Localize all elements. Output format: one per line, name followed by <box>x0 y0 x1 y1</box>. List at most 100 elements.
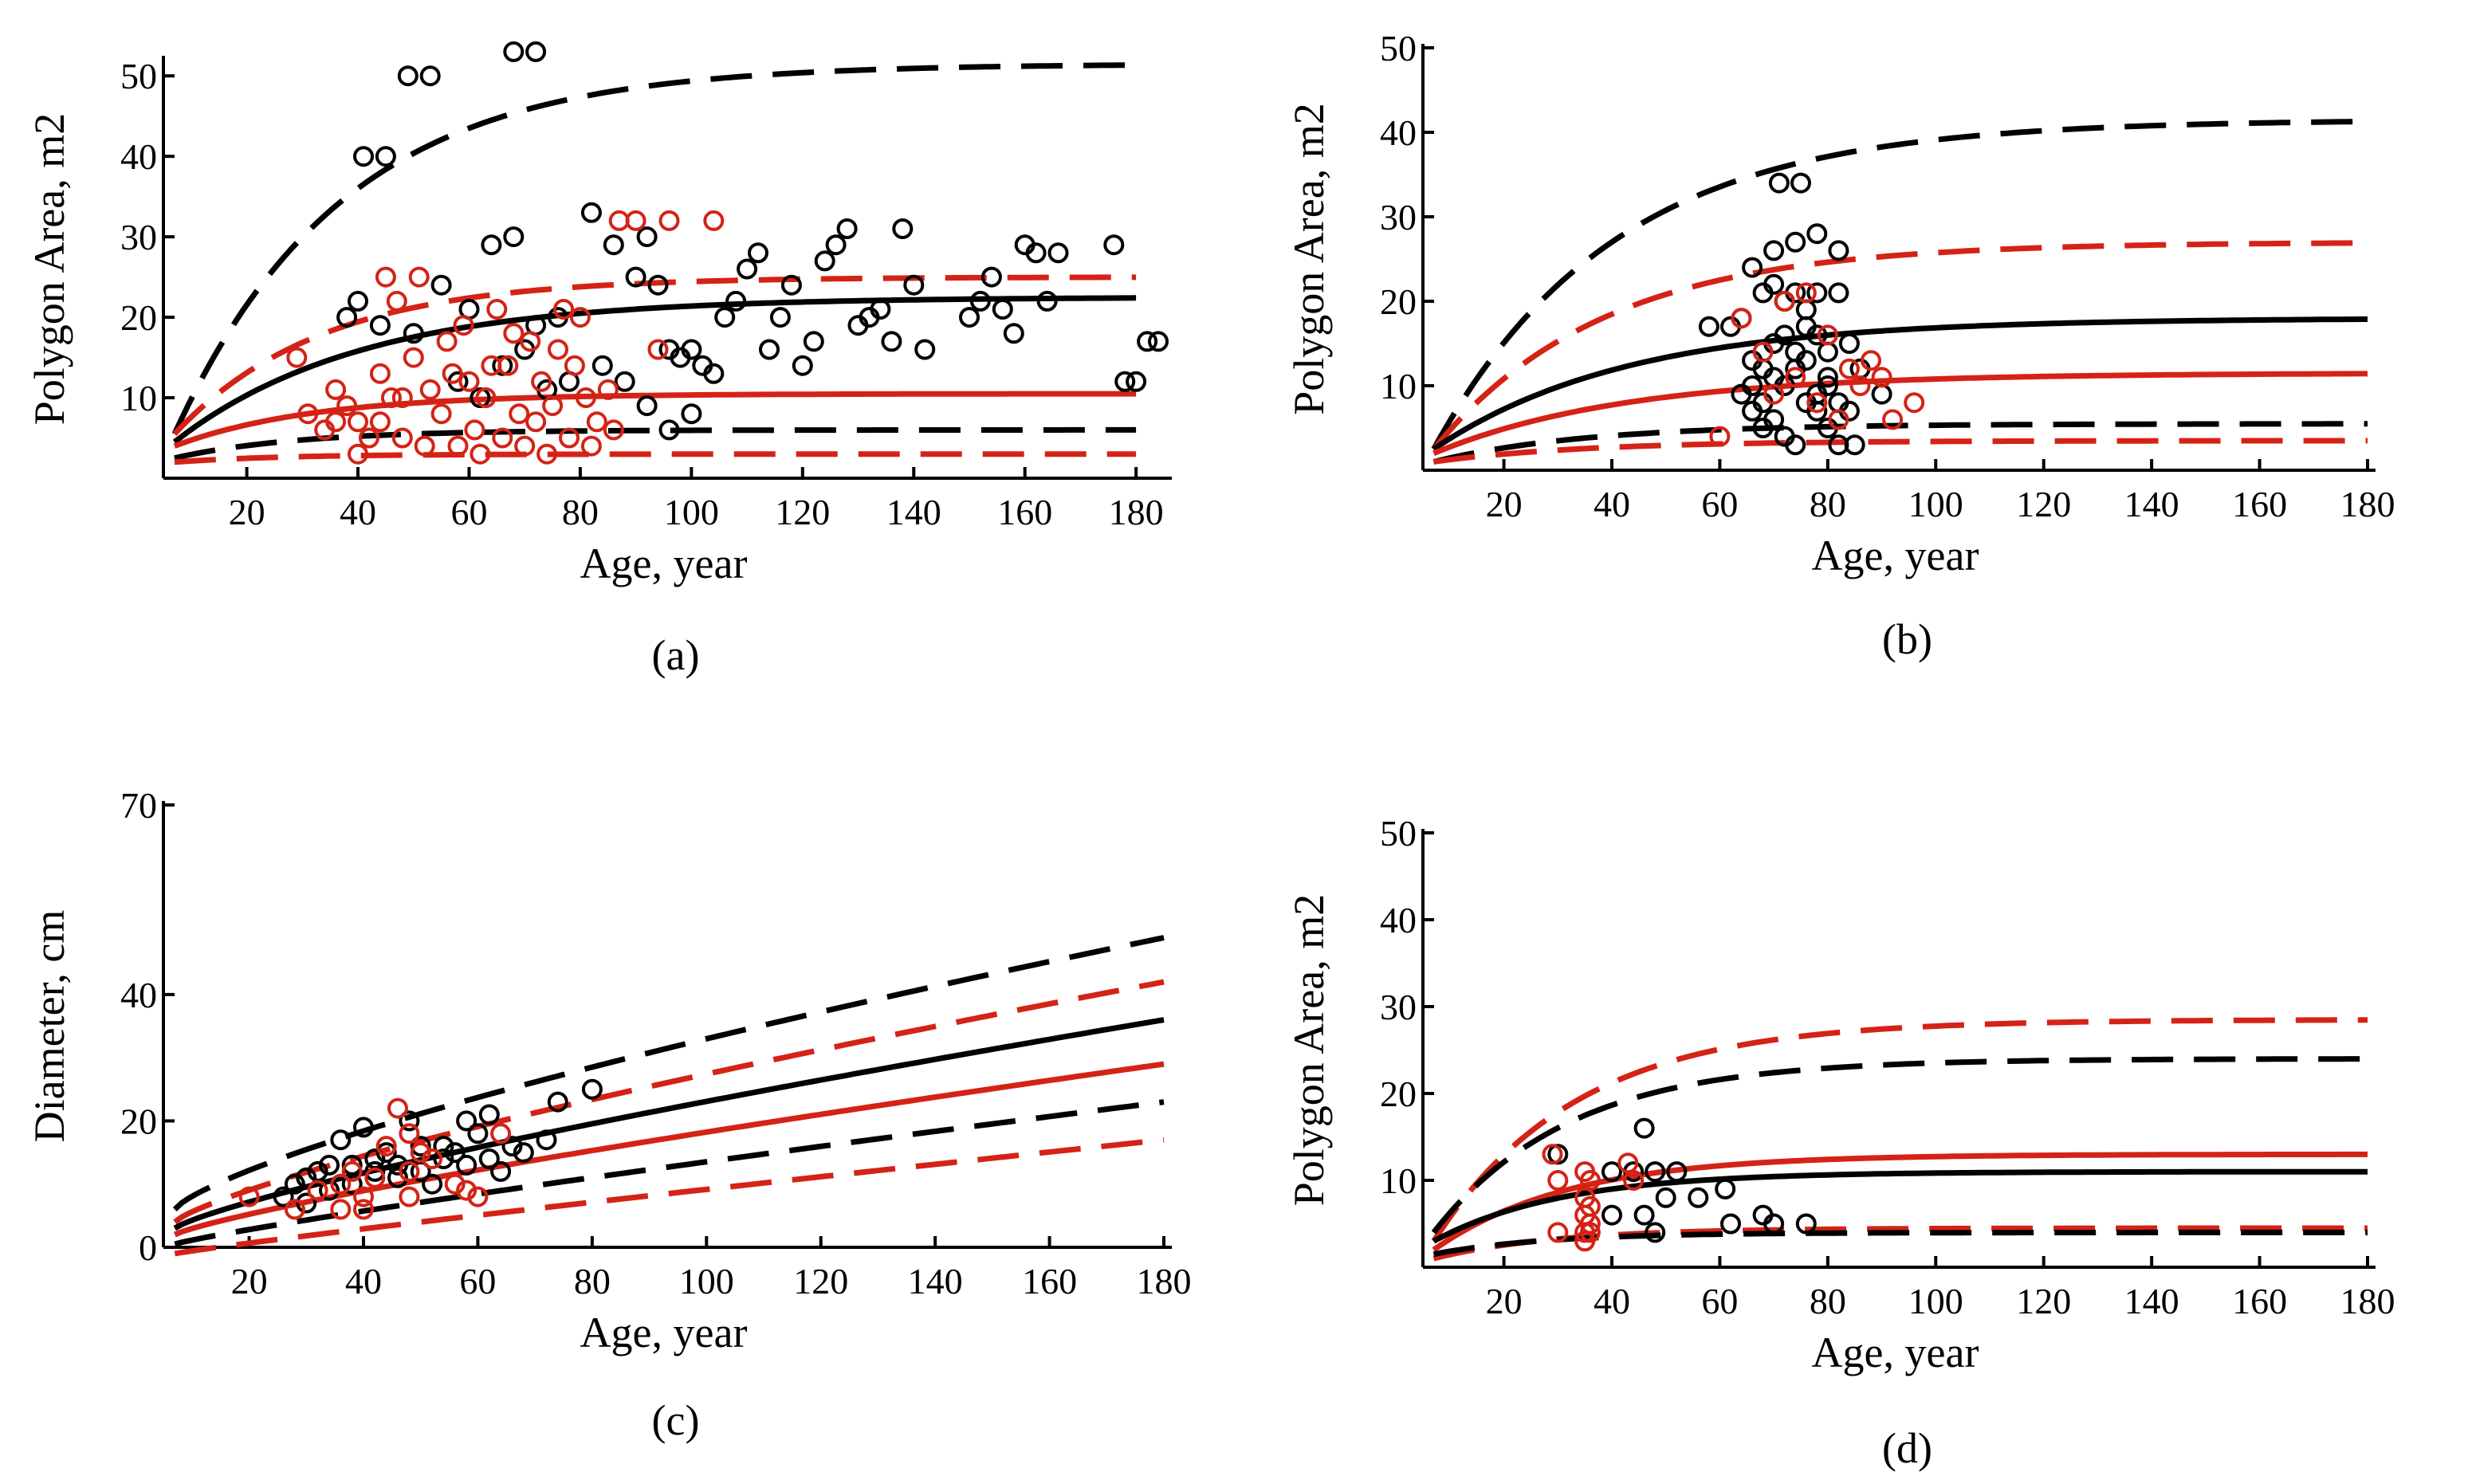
data-point-black-observations <box>580 202 602 223</box>
data-point-red-observations <box>442 363 463 384</box>
data-point-black-observations <box>658 419 680 441</box>
data-point-red-observations <box>348 443 368 465</box>
y-tick-label: 30 <box>1380 197 1417 238</box>
data-point-black-observations <box>1742 257 1763 278</box>
data-point-black-observations <box>433 1148 454 1169</box>
data-point-black-observations <box>353 146 374 167</box>
data-point-red-observations <box>481 355 502 376</box>
data-point-black-observations <box>503 226 525 248</box>
series-black-mean-line <box>173 1017 1165 1231</box>
y-tick-label: 20 <box>120 297 157 338</box>
data-point-red-observations <box>520 331 541 352</box>
data-point-black-observations <box>825 234 847 256</box>
x-tick-label: 120 <box>775 492 830 532</box>
data-point-black-observations <box>603 234 624 256</box>
data-point-red-observations <box>447 435 469 457</box>
data-point-red-observations <box>542 395 564 417</box>
series-red-upper-line <box>173 979 1165 1225</box>
data-point-black-observations <box>870 299 891 320</box>
data-point-black-observations <box>348 290 368 312</box>
data-point-black-observations <box>1601 1204 1622 1226</box>
data-point-black-observations <box>490 1160 512 1182</box>
data-point-black-observations <box>714 307 736 328</box>
data-point-red-observations <box>375 266 396 288</box>
x-tick-label: 80 <box>562 492 599 532</box>
series-black-mean-line <box>1432 316 2368 452</box>
series-black-lower-line <box>1432 1229 2368 1258</box>
data-point-black-observations <box>636 226 658 248</box>
data-point-red-observations <box>341 1160 363 1182</box>
data-point-black-observations <box>1785 341 1806 363</box>
data-point-red-observations <box>444 1173 466 1195</box>
series-black-upper-line <box>172 935 1165 1211</box>
data-point-red-observations <box>486 299 508 320</box>
data-point-black-observations <box>1817 375 1838 396</box>
data-point-black-observations <box>1763 409 1785 430</box>
data-point-black-observations <box>903 274 925 296</box>
data-point-black-observations <box>364 1160 386 1182</box>
data-point-black-observations <box>1025 242 1047 264</box>
data-point-black-observations <box>725 290 747 312</box>
series-red-lower-line <box>174 1137 1165 1257</box>
data-point-black-observations <box>1003 323 1024 344</box>
data-point-black-observations <box>387 1154 408 1176</box>
data-point-black-observations <box>1137 331 1158 352</box>
data-point-black-observations <box>759 339 780 360</box>
data-point-black-observations <box>1645 1161 1666 1183</box>
data-point-red-observations <box>284 1199 305 1220</box>
data-point-black-observations <box>375 146 396 167</box>
data-point-red-observations <box>325 379 347 400</box>
data-point-black-observations <box>319 1154 340 1176</box>
data-point-red-observations <box>575 387 596 408</box>
x-tick-label: 40 <box>1594 484 1630 524</box>
x-tick-label: 120 <box>793 1261 848 1301</box>
data-point-red-observations <box>1785 367 1806 388</box>
data-point-black-observations <box>1763 240 1785 261</box>
data-point-black-observations <box>1844 434 1865 456</box>
data-point-black-observations <box>330 1129 352 1151</box>
data-point-black-observations <box>581 1078 603 1100</box>
y-tick-label: 10 <box>1380 366 1417 406</box>
data-point-red-observations <box>414 435 435 457</box>
data-point-black-observations <box>892 218 914 239</box>
data-point-red-observations <box>503 323 525 344</box>
x-axis-title: Age, year <box>580 540 748 587</box>
y-tick-label: 50 <box>1380 28 1417 69</box>
data-point-black-observations <box>1645 1222 1666 1243</box>
data-point-black-observations <box>748 242 768 264</box>
data-point-red-observations <box>422 1148 443 1169</box>
data-point-red-observations <box>410 1142 431 1164</box>
data-point-black-observations <box>1047 242 1069 264</box>
data-point-red-observations <box>1731 308 1752 329</box>
data-point-black-observations <box>501 1136 523 1157</box>
data-point-black-observations <box>803 331 824 352</box>
data-point-red-observations <box>608 210 630 231</box>
data-point-red-observations <box>238 1186 260 1207</box>
data-point-black-observations <box>375 1142 397 1164</box>
y-tick-label: 40 <box>1380 900 1417 940</box>
data-point-black-observations <box>422 1173 443 1195</box>
data-point-red-observations <box>336 395 358 417</box>
x-tick-label: 180 <box>2340 1281 2395 1321</box>
data-point-black-observations <box>881 331 902 352</box>
x-tick-label: 140 <box>2124 484 2179 524</box>
data-point-red-observations <box>548 339 568 360</box>
data-point-black-observations <box>1103 234 1125 256</box>
data-point-black-observations <box>780 274 802 296</box>
data-point-red-observations <box>586 411 607 433</box>
panel-caption: (b) <box>1882 615 1932 663</box>
y-tick-label: 20 <box>1380 1074 1417 1114</box>
y-axis-title: Polygon Area, m2 <box>1285 894 1333 1206</box>
y-tick-label: 40 <box>120 975 157 1015</box>
data-point-red-observations <box>1752 341 1774 363</box>
data-point-black-observations <box>1817 367 1838 388</box>
data-point-red-observations <box>369 411 391 433</box>
data-point-black-observations <box>1036 290 1058 312</box>
x-tick-label: 20 <box>1486 1281 1523 1321</box>
series-red-mean-line <box>173 1061 1165 1238</box>
data-point-black-observations <box>1795 299 1817 320</box>
x-tick-label: 80 <box>1810 1281 1846 1321</box>
data-point-black-observations <box>647 274 669 296</box>
data-point-black-observations <box>433 1136 454 1157</box>
